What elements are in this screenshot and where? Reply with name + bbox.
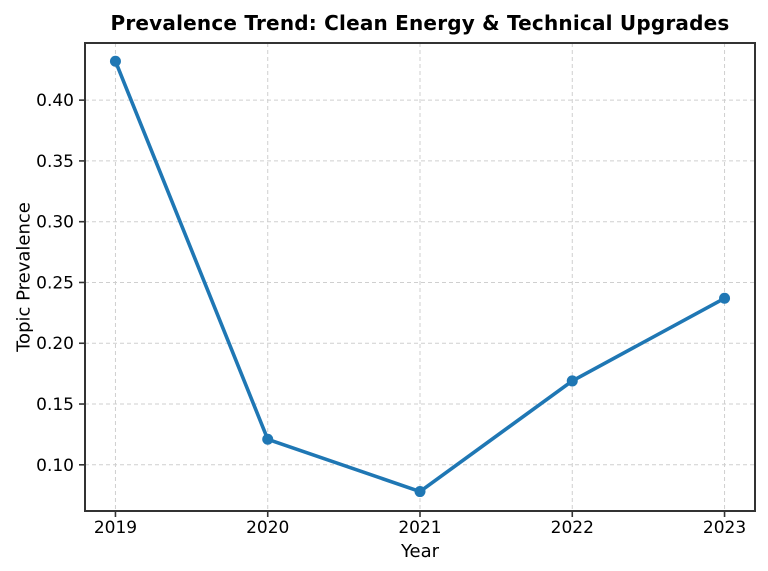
data-point-marker bbox=[566, 375, 578, 387]
data-point-marker bbox=[414, 486, 426, 498]
y-tick-label: 0.35 bbox=[36, 152, 74, 172]
x-tick-label: 2021 bbox=[398, 518, 441, 538]
data-point-marker bbox=[719, 292, 731, 304]
data-point-marker bbox=[109, 55, 121, 67]
y-axis-label: Topic Prevalence bbox=[13, 202, 35, 352]
plot-frame bbox=[84, 42, 756, 512]
x-tick-label: 2019 bbox=[94, 518, 137, 538]
y-tick-label: 0.15 bbox=[36, 395, 74, 415]
y-tick-label: 0.20 bbox=[36, 334, 74, 354]
y-tick-label: 0.40 bbox=[36, 91, 74, 111]
x-tick-label: 2023 bbox=[703, 518, 746, 538]
x-tick-label: 2022 bbox=[551, 518, 594, 538]
y-tick-label: 0.25 bbox=[36, 273, 74, 293]
y-tick-label: 0.10 bbox=[36, 456, 74, 476]
chart-title: Prevalence Trend: Clean Energy & Technic… bbox=[110, 11, 730, 35]
y-tick-label: 0.30 bbox=[36, 213, 74, 233]
x-tick-label: 2020 bbox=[246, 518, 289, 538]
data-point-marker bbox=[262, 433, 274, 445]
x-axis-label: Year bbox=[400, 541, 440, 562]
